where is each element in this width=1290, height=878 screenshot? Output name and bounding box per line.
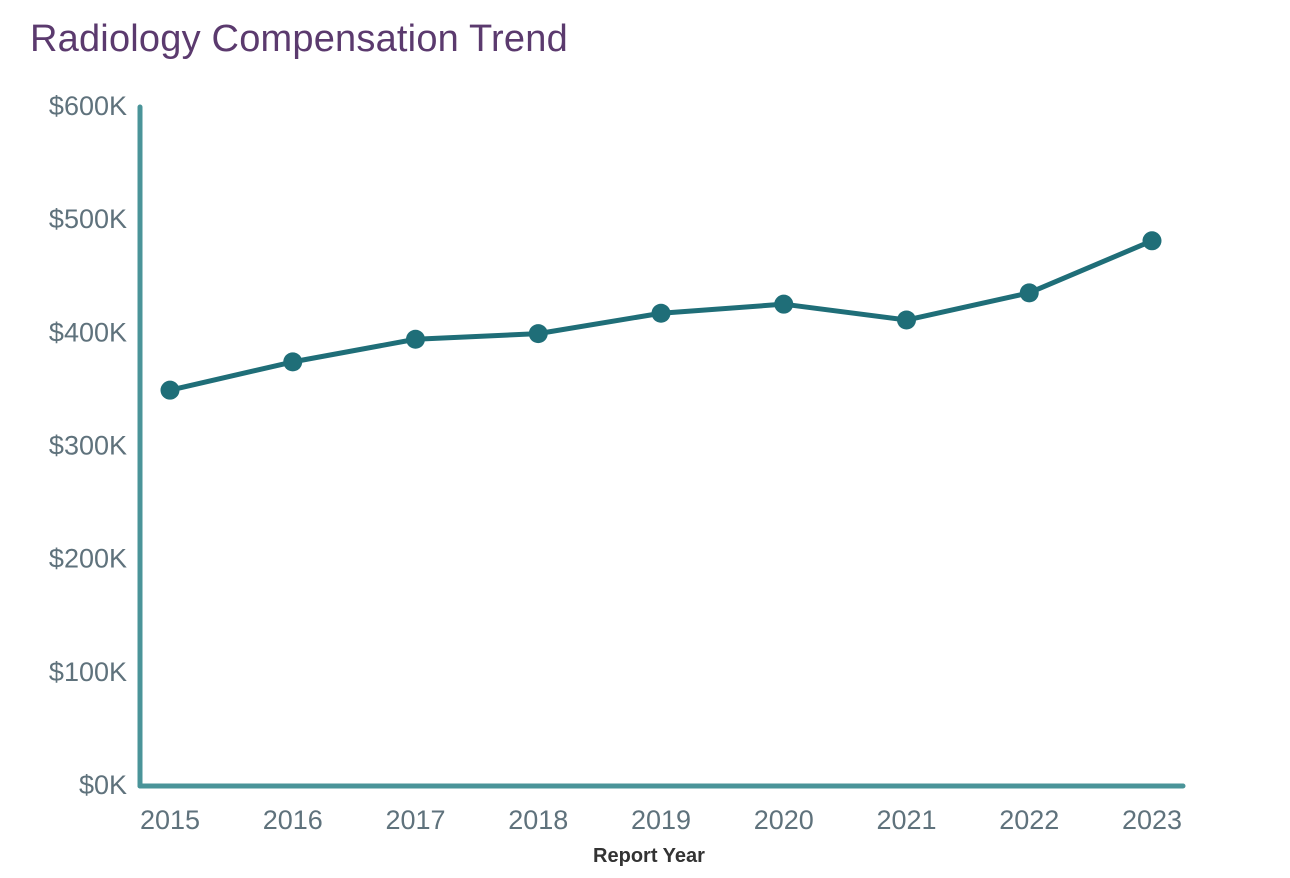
data-point-marker bbox=[651, 303, 671, 323]
x-tick-label: 2023 bbox=[1122, 805, 1182, 835]
data-point-marker bbox=[283, 352, 303, 372]
chart-title: Radiology Compensation Trend bbox=[30, 18, 568, 60]
data-point-marker bbox=[1142, 231, 1162, 251]
data-point-marker bbox=[774, 294, 794, 314]
x-tick-label: 2019 bbox=[631, 805, 691, 835]
data-point-marker bbox=[897, 310, 916, 330]
x-tick-label: 2017 bbox=[385, 805, 445, 835]
data-point-marker bbox=[406, 329, 425, 349]
y-tick-label: $300K bbox=[49, 431, 127, 461]
series-markers bbox=[160, 231, 1162, 400]
x-tick-label: 2021 bbox=[876, 805, 936, 835]
y-tick-label: $500K bbox=[49, 204, 127, 234]
y-tick-label: $200K bbox=[49, 544, 127, 574]
x-axis-label: Report Year bbox=[593, 845, 705, 867]
x-tick-label: 2016 bbox=[263, 805, 323, 835]
x-tick-label: 2018 bbox=[508, 805, 568, 835]
data-point-marker bbox=[528, 324, 548, 344]
y-tick-label: $0K bbox=[79, 770, 127, 800]
y-tick-label: $600K bbox=[49, 91, 127, 121]
x-tick-label: 2022 bbox=[999, 805, 1059, 835]
x-axis-ticks: 2015 2016 2017 2018 2019 2020 2021 2022 2023 bbox=[140, 805, 1182, 835]
y-tick-label: $100K bbox=[49, 657, 127, 687]
x-tick-label: 2020 bbox=[754, 805, 814, 835]
y-axis-ticks: $0K $100K $200K $300K $400K $500K $600K bbox=[49, 91, 127, 800]
data-point-marker bbox=[1019, 283, 1039, 303]
x-tick-label: 2015 bbox=[140, 805, 200, 835]
data-point-marker bbox=[160, 380, 180, 400]
y-tick-label: $400K bbox=[49, 317, 127, 347]
